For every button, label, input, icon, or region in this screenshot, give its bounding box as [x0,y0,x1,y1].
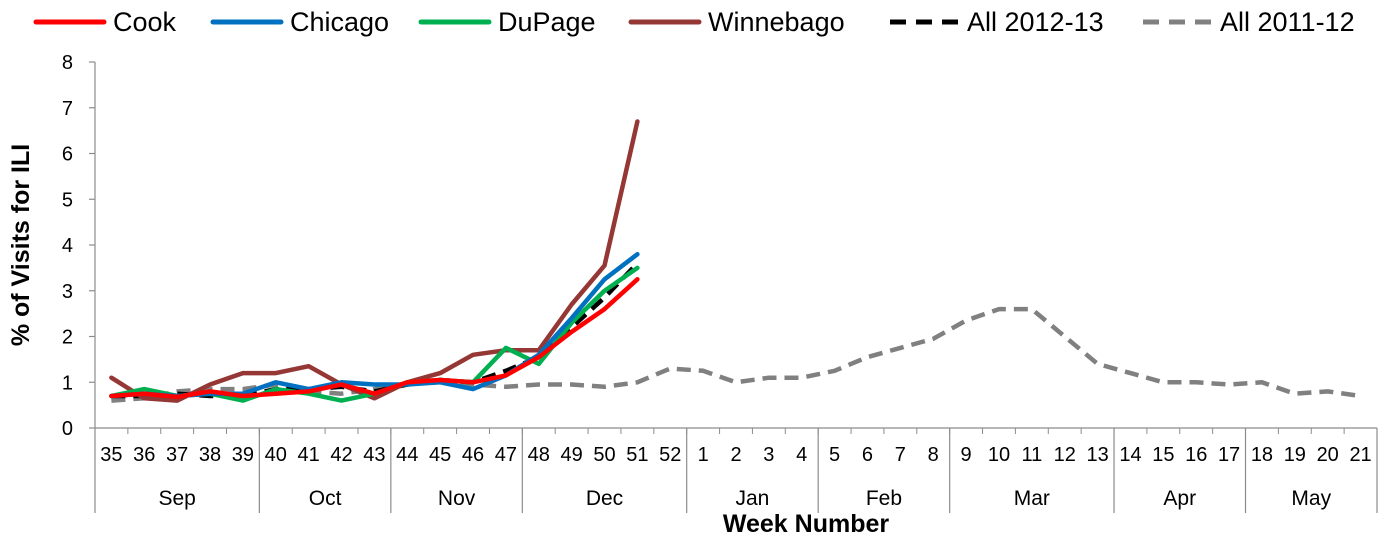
legend-label: Winnebago [708,6,845,37]
x-tick-label: 52 [659,444,681,466]
chart-legend: Cook Chicago DuPage Winnebago All 2012-13 All… [0,2,1394,42]
month-label: Jan [736,487,770,510]
x-tick-label: 38 [199,444,221,466]
x-tick-label: 13 [1086,444,1108,466]
month-label: Oct [309,487,342,510]
x-tick-label: 19 [1284,444,1306,466]
series-line-cook [109,277,640,400]
legend-label: DuPage [498,6,596,37]
month-label: Apr [1163,487,1196,510]
x-tick-label: 45 [429,444,451,466]
x-tick-label: 39 [232,444,254,466]
x-tick-label: 36 [133,444,155,466]
x-axis-title: Week Number [723,510,890,537]
y-tick-label: 2 [62,327,73,349]
x-tick-label: 51 [626,444,648,466]
y-tick-label: 6 [62,144,73,166]
legend-item: All 2012-13 [887,2,1104,42]
x-tick-label: 7 [895,444,906,466]
legend-swatch [210,19,284,25]
y-tick-label: 3 [62,281,73,303]
x-tick-label: 47 [495,444,517,466]
legend-swatch [890,19,958,25]
legend-item: All 2011-12 [1140,2,1355,42]
month-label: Sep [158,487,195,510]
x-tick-label: 20 [1317,444,1339,466]
legend-label: All 2012-13 [967,6,1104,37]
x-tick-label: 43 [363,444,385,466]
legend-swatch [1143,19,1211,25]
x-tick-label: 40 [265,444,287,466]
legend-swatch [418,19,492,25]
x-tick-label: 4 [796,444,807,466]
x-tick-label: 3 [763,444,774,466]
legend-label: Chicago [290,6,390,37]
series-line-winnebago [109,119,640,403]
legend-item: Chicago [210,2,389,42]
month-label: Mar [1014,487,1050,510]
legend-label: Cook [113,6,177,37]
x-tick-label: 44 [396,444,418,466]
series-line-all-2011-12 [111,306,1361,403]
y-tick-label: 4 [62,235,73,257]
x-tick-label: 49 [561,444,583,466]
month-label: Dec [586,487,623,510]
month-label: Nov [438,487,476,510]
legend-item: Winnebago [628,2,845,42]
x-tick-label: 16 [1185,444,1207,466]
month-label: May [1291,487,1331,510]
x-tick-label: 5 [829,444,840,466]
x-tick-label: 18 [1251,444,1273,466]
x-tick-label: 14 [1119,444,1141,466]
month-label: Feb [866,487,902,510]
x-tick-label: 41 [298,444,320,466]
chart-series [109,119,1361,403]
legend-swatch [33,19,107,25]
x-tick-label: 37 [166,444,188,466]
legend-swatch [628,19,702,25]
x-tick-label: 6 [862,444,873,466]
legend-item: DuPage [418,2,596,42]
y-tick-label: 5 [62,189,73,211]
x-tick-label: 1 [698,444,709,466]
x-tick-label: 15 [1152,444,1174,466]
x-tick-label: 35 [100,444,122,466]
x-tick-label: 10 [988,444,1010,466]
x-tick-label: 50 [593,444,615,466]
x-tick-label: 42 [330,444,352,466]
x-tick-label: 9 [961,444,972,466]
legend-item: Cook [33,2,176,42]
legend-label: All 2011-12 [1220,6,1355,37]
x-tick-label: 12 [1054,444,1076,466]
y-tick-label: 1 [62,372,73,394]
x-tick-label: 48 [528,444,550,466]
x-tick-label: 2 [730,444,741,466]
x-tick-label: 46 [462,444,484,466]
x-tick-label: 8 [928,444,939,466]
x-tick-label: 21 [1349,444,1371,466]
x-tick-label: 17 [1218,444,1240,466]
x-tick-label: 11 [1021,444,1042,466]
y-tick-label: 0 [62,418,73,440]
y-tick-label: 8 [62,52,73,74]
y-tick-label: 7 [62,98,73,120]
y-axis-title: % of Visits for ILI [7,144,35,346]
